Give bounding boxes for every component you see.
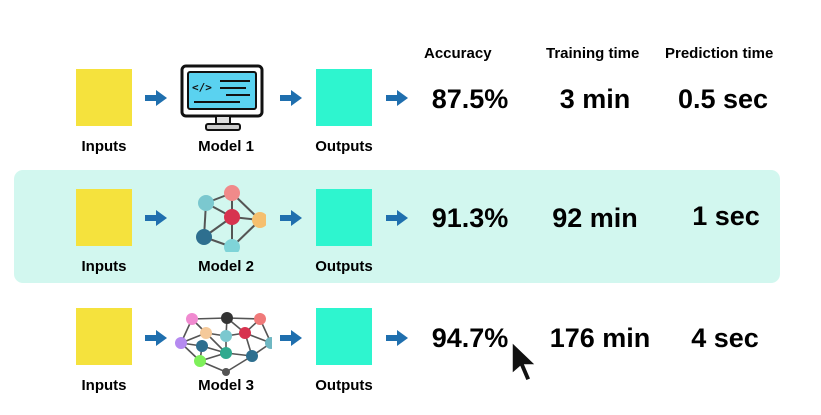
accuracy-value: 94.7% xyxy=(431,323,509,353)
prediction-time-value: 4 sec xyxy=(691,323,759,353)
row-highlight xyxy=(14,170,780,283)
arrow-icon xyxy=(386,90,408,106)
model-label: Model 1 xyxy=(198,138,254,155)
outputs-label: Outputs xyxy=(315,138,373,155)
model-row-1: </> Inputs Model 1 Outputs 87.5% 3 min 0… xyxy=(0,60,821,180)
training-time-value: 3 min xyxy=(559,84,631,114)
accuracy-value: 91.3% xyxy=(431,203,509,233)
outputs-box xyxy=(316,69,372,126)
outputs-label: Outputs xyxy=(315,377,373,394)
arrow-icon xyxy=(145,90,167,106)
outputs-box xyxy=(316,308,372,365)
mouse-cursor-icon xyxy=(511,340,538,382)
arrow-icon xyxy=(280,330,302,346)
arrow-icon xyxy=(280,90,302,106)
training-time-value: 176 min xyxy=(549,323,651,353)
arrow-icon xyxy=(280,210,302,226)
header-prediction-time: Prediction time xyxy=(665,45,774,62)
inputs-label: Inputs xyxy=(81,377,127,394)
accuracy-value: 87.5% xyxy=(431,84,509,114)
inputs-label: Inputs xyxy=(81,258,127,275)
inputs-label: Inputs xyxy=(81,138,127,155)
svg-text:</>: </> xyxy=(192,81,212,94)
outputs-label: Outputs xyxy=(315,258,373,275)
computer-code-icon: </> xyxy=(180,64,264,131)
prediction-time-value: 0.5 sec xyxy=(677,84,769,114)
arrow-icon xyxy=(145,210,167,226)
model-label: Model 3 xyxy=(198,377,254,394)
arrow-icon xyxy=(145,330,167,346)
inputs-box xyxy=(76,189,132,246)
model-row-3: Inputs Model 3 Outputs 94.7% 176 min 4 s… xyxy=(0,290,821,410)
model-row-2: Inputs Model 2 Outputs 91.3% 92 min 1 se… xyxy=(0,170,821,290)
outputs-box xyxy=(316,189,372,246)
model-label: Model 2 xyxy=(198,258,254,275)
header-accuracy: Accuracy xyxy=(424,45,492,62)
header-training-time: Training time xyxy=(546,45,640,62)
prediction-time-value: 1 sec xyxy=(692,201,760,231)
arrow-icon xyxy=(386,210,408,226)
inputs-box xyxy=(76,69,132,126)
inputs-box xyxy=(76,308,132,365)
small-network-icon xyxy=(196,185,266,252)
training-time-value: 92 min xyxy=(552,203,638,233)
arrow-icon xyxy=(386,330,408,346)
large-network-icon xyxy=(175,312,272,376)
